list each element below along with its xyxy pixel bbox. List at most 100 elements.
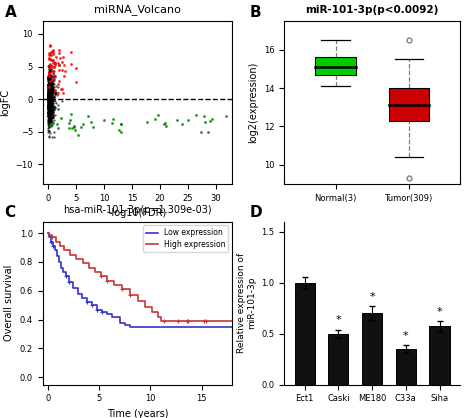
- Point: [78, 124, 85, 130]
- Point: [47, 119, 55, 125]
- Point: [48, 83, 56, 89]
- Point: [45, 112, 52, 119]
- Point: [45, 103, 52, 110]
- Point: [47, 107, 55, 113]
- Point: [45, 109, 53, 116]
- Point: [45, 95, 52, 102]
- Point: [46, 106, 54, 112]
- Point: [45, 88, 53, 95]
- Point: [45, 98, 52, 104]
- Point: [45, 75, 53, 82]
- Point: [49, 112, 56, 119]
- Point: [46, 90, 53, 97]
- Point: [45, 122, 53, 128]
- Point: [46, 96, 53, 103]
- Point: [45, 89, 53, 96]
- Point: [45, 75, 52, 82]
- Point: [46, 93, 53, 99]
- Point: [46, 105, 54, 112]
- Point: [143, 119, 150, 126]
- Point: [48, 91, 56, 97]
- Point: [46, 81, 54, 87]
- Point: [45, 78, 52, 84]
- Point: [46, 92, 53, 99]
- Point: [48, 91, 56, 97]
- Point: [45, 86, 53, 92]
- Point: [46, 97, 53, 104]
- Point: [46, 73, 53, 79]
- Bar: [316, 57, 356, 74]
- Point: [46, 109, 53, 115]
- Point: [46, 77, 54, 84]
- Point: [45, 89, 52, 96]
- Point: [222, 112, 230, 119]
- Point: [47, 118, 55, 125]
- Point: [45, 62, 52, 69]
- Point: [45, 111, 52, 118]
- Point: [48, 100, 56, 107]
- Point: [50, 133, 57, 140]
- Point: [46, 98, 54, 104]
- Point: [46, 99, 54, 105]
- Point: [47, 96, 55, 103]
- Point: [45, 97, 52, 103]
- Point: [45, 96, 52, 103]
- Y-axis label: Relative expression of
miR-101-3p: Relative expression of miR-101-3p: [237, 253, 256, 353]
- Point: [48, 96, 55, 103]
- Point: [45, 109, 52, 115]
- Point: [45, 93, 52, 99]
- Point: [45, 105, 53, 112]
- Point: [45, 114, 53, 121]
- Point: [46, 110, 54, 117]
- Point: [60, 62, 68, 69]
- Point: [46, 87, 54, 93]
- Point: [46, 86, 53, 93]
- Point: [45, 90, 52, 97]
- Point: [74, 131, 82, 138]
- Point: [45, 89, 53, 95]
- Point: [55, 66, 63, 73]
- Point: [46, 100, 54, 107]
- Point: [46, 96, 54, 102]
- Point: [45, 80, 52, 87]
- Point: [73, 64, 80, 71]
- Point: [46, 75, 53, 82]
- Point: [47, 89, 55, 96]
- Point: [45, 90, 53, 97]
- Point: [45, 92, 53, 99]
- Point: [45, 88, 52, 95]
- Point: [46, 100, 54, 107]
- Bar: [362, 313, 382, 385]
- Point: [46, 82, 53, 89]
- Point: [45, 68, 53, 74]
- Point: [45, 84, 52, 91]
- Point: [52, 60, 59, 67]
- Point: [45, 99, 53, 105]
- Point: [52, 98, 59, 104]
- Point: [46, 82, 54, 88]
- Bar: [396, 349, 416, 385]
- Point: [47, 103, 55, 110]
- Point: [45, 112, 52, 119]
- Point: [46, 102, 54, 109]
- Point: [47, 86, 55, 93]
- Point: [47, 51, 55, 58]
- Point: [45, 101, 52, 107]
- Point: [46, 115, 54, 122]
- Point: [45, 108, 53, 115]
- Point: [45, 118, 52, 125]
- Point: [46, 88, 54, 94]
- Point: [46, 90, 54, 97]
- Point: [48, 76, 55, 83]
- Point: [47, 87, 55, 93]
- Point: [49, 109, 57, 115]
- Point: [46, 90, 54, 97]
- Point: [46, 91, 54, 98]
- Point: [45, 76, 53, 83]
- Point: [118, 129, 125, 135]
- Point: [52, 91, 59, 97]
- Point: [46, 97, 54, 104]
- Point: [46, 82, 53, 89]
- Point: [45, 96, 52, 102]
- Point: [45, 109, 52, 115]
